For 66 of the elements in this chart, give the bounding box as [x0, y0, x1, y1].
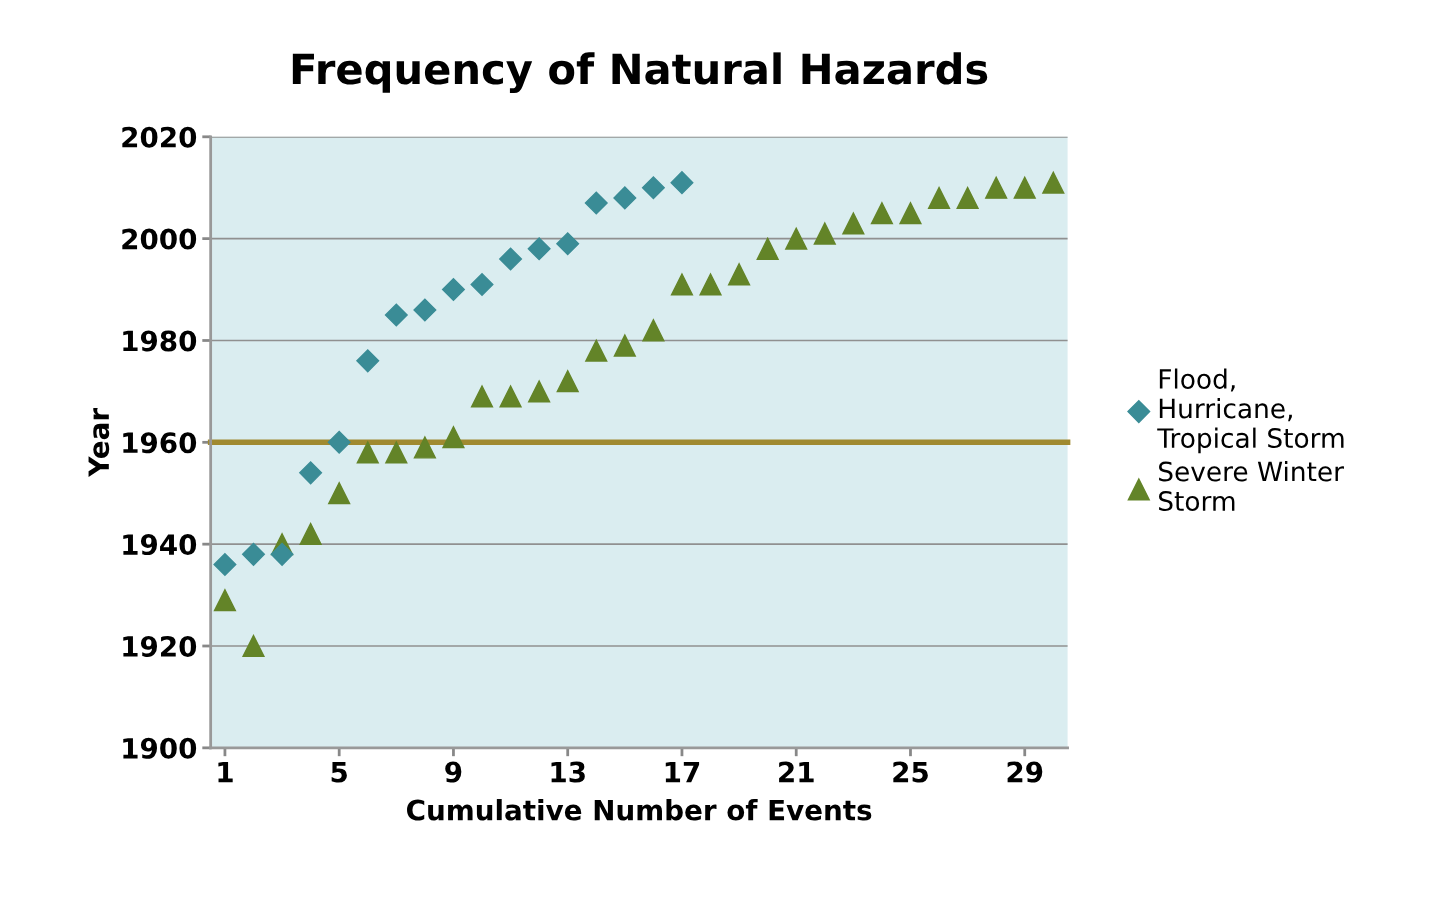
point — [356, 349, 380, 373]
point — [213, 553, 237, 577]
legend-label: Flood, Hurricane, Tropical Storm — [1157, 368, 1344, 454]
point — [528, 380, 551, 403]
y-tick-label: 1980 — [123, 330, 197, 352]
point — [384, 303, 408, 327]
y-tick-label: 1940 — [123, 534, 197, 556]
point — [641, 176, 665, 200]
x-tick-label: 1 — [218, 761, 233, 783]
point — [356, 441, 379, 464]
point — [299, 522, 322, 546]
x-tick-label: 17 — [665, 761, 700, 783]
point — [299, 461, 323, 485]
point — [670, 171, 694, 195]
point — [327, 430, 351, 454]
point — [813, 222, 836, 245]
point — [613, 334, 636, 357]
point — [1042, 171, 1065, 194]
point — [727, 263, 751, 286]
point — [270, 542, 294, 566]
y-axis-title: Year — [88, 407, 110, 478]
x-tick-label: 5 — [331, 761, 347, 783]
y-tick-label: 1920 — [123, 635, 197, 657]
y-tick-label: 1960 — [123, 432, 197, 454]
point — [527, 237, 551, 261]
x-tick-label: 21 — [779, 761, 814, 783]
x-tick-label: 9 — [445, 761, 462, 783]
x-axis-title: Cumulative Number of Events — [407, 799, 872, 821]
point — [328, 482, 351, 505]
point — [385, 441, 408, 464]
point — [413, 436, 436, 459]
point — [613, 186, 637, 210]
point — [670, 273, 694, 296]
y-tick-label: 1900 — [123, 737, 197, 759]
y-tick-label: 2020 — [122, 126, 197, 148]
point — [1013, 176, 1036, 199]
x-tick-label: 13 — [551, 761, 585, 783]
point — [556, 370, 579, 393]
point — [756, 237, 779, 260]
y-tick-label: 2000 — [122, 228, 197, 250]
point — [585, 339, 608, 362]
point — [499, 247, 523, 271]
point — [556, 232, 580, 256]
point — [499, 385, 522, 408]
x-tick-label: 29 — [1007, 761, 1043, 783]
point — [785, 227, 808, 250]
point — [241, 542, 265, 566]
point — [413, 298, 437, 322]
point — [442, 426, 465, 449]
point — [584, 191, 608, 215]
point — [870, 202, 894, 225]
x-tick-label: 25 — [893, 761, 928, 783]
point — [927, 186, 951, 210]
point — [842, 212, 865, 235]
point — [213, 589, 237, 612]
point — [470, 385, 494, 408]
point — [441, 278, 465, 302]
point — [470, 272, 494, 296]
point — [642, 319, 665, 342]
legend-label: Severe Winter Storm — [1159, 461, 1344, 512]
point — [899, 202, 922, 225]
point — [985, 176, 1008, 199]
point — [242, 634, 265, 658]
point — [699, 273, 722, 296]
point — [956, 186, 979, 210]
chart-title: Frequency of Natural Hazards — [292, 52, 988, 94]
